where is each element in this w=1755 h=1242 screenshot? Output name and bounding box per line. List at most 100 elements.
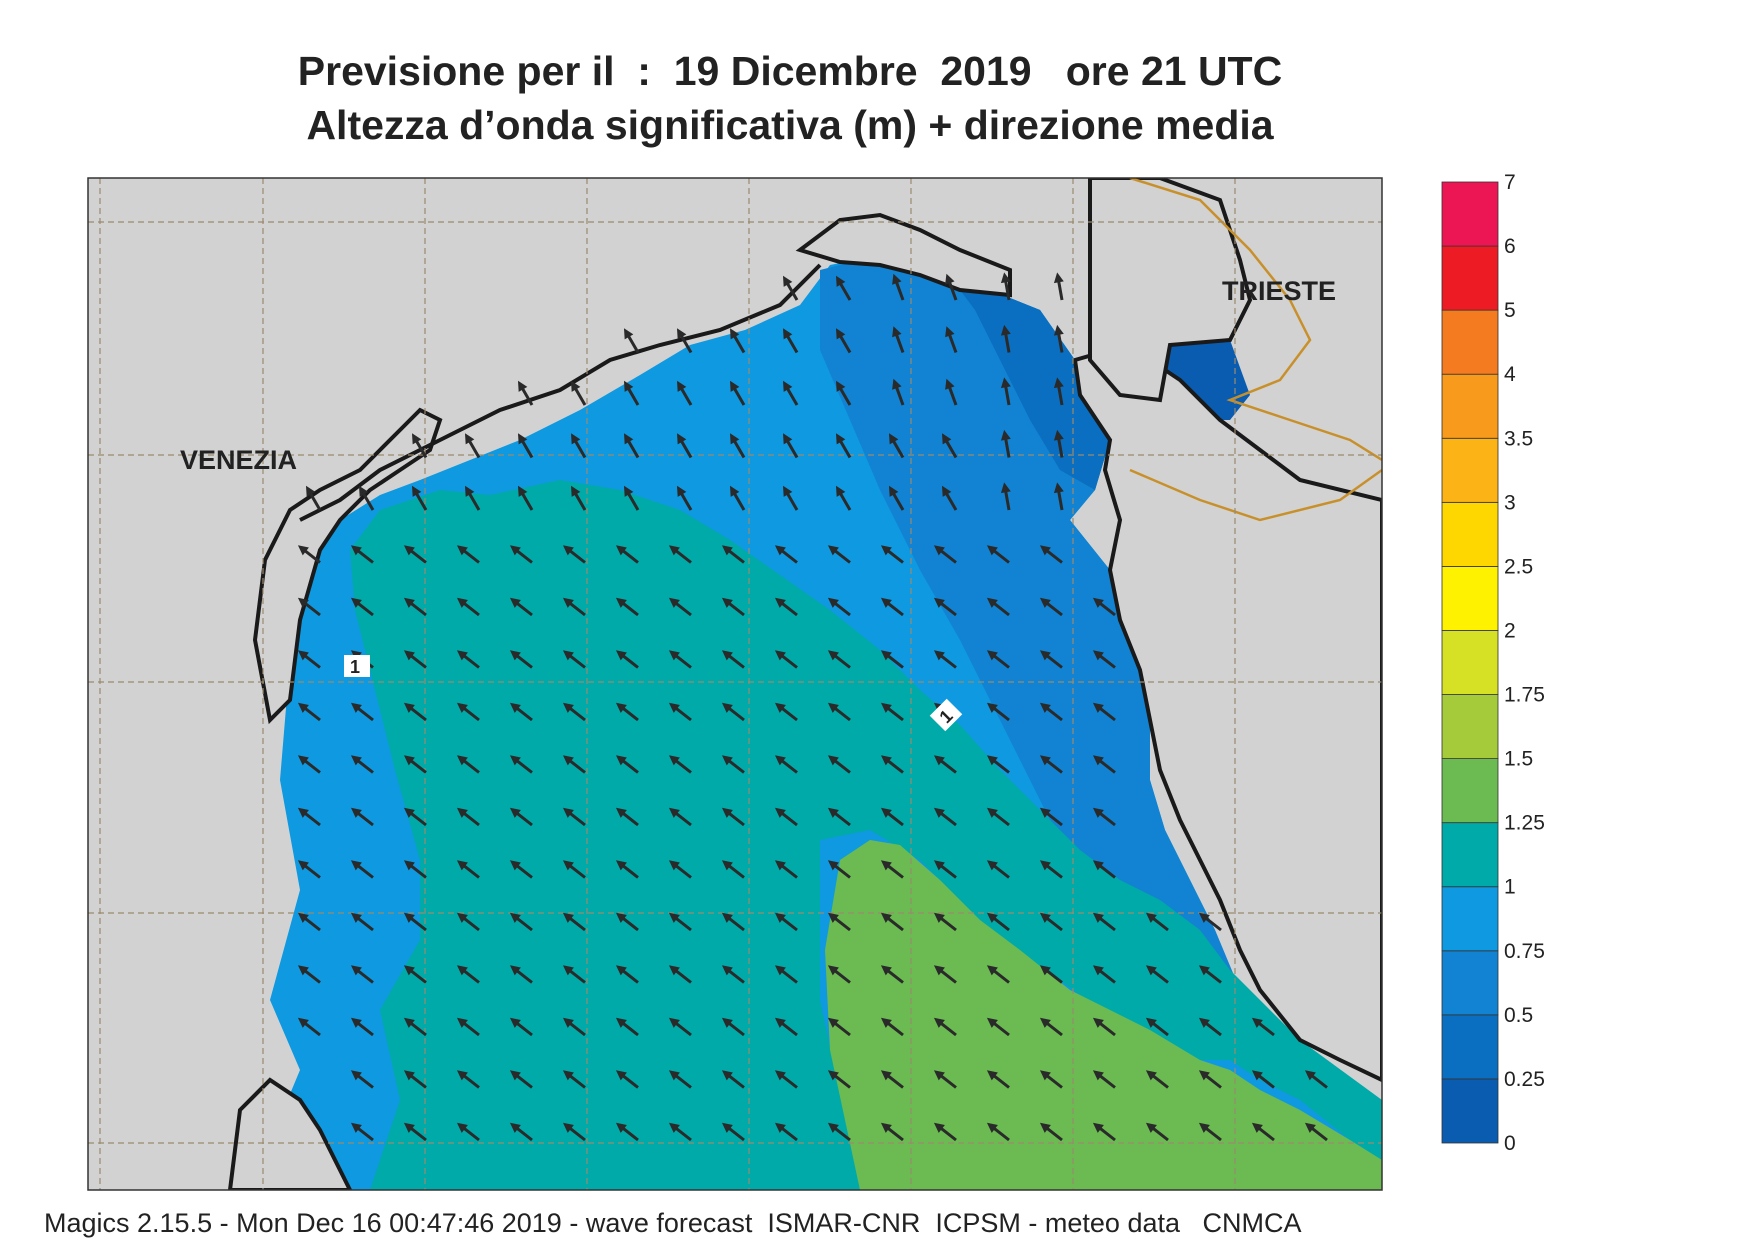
direction-arrow-head bbox=[827, 1122, 839, 1133]
direction-arrow-head bbox=[827, 597, 839, 608]
direction-arrow-head bbox=[562, 650, 574, 661]
direction-arrow-head bbox=[562, 1122, 574, 1133]
city-label-trieste: TRIESTE bbox=[1222, 276, 1336, 306]
direction-arrow-head bbox=[350, 965, 362, 976]
direction-arrow-head bbox=[509, 912, 521, 923]
direction-arrow-head bbox=[1198, 965, 1210, 976]
direction-arrow-head bbox=[1039, 1070, 1051, 1081]
direction-arrow-head bbox=[774, 702, 786, 713]
contour-label-1-east: 1 bbox=[929, 698, 963, 732]
map-title: Previsione per il : 19 Dicembre 2019 ore… bbox=[297, 48, 1283, 94]
direction-arrow-head bbox=[350, 755, 362, 766]
direction-arrow-head bbox=[1092, 807, 1104, 818]
direction-arrow-head bbox=[774, 965, 786, 976]
legend-tick-label: 3.5 bbox=[1504, 427, 1533, 450]
direction-arrow-head bbox=[571, 433, 581, 445]
direction-arrow-head bbox=[403, 650, 415, 661]
direction-arrow-head bbox=[403, 1017, 415, 1028]
direction-arrow-head bbox=[1039, 597, 1051, 608]
direction-arrow-head bbox=[668, 545, 680, 556]
direction-arrow-head bbox=[986, 807, 998, 818]
direction-arrow-head bbox=[465, 433, 475, 445]
direction-arrow-head bbox=[562, 1070, 574, 1081]
direction-arrow-head bbox=[933, 912, 945, 923]
direction-arrow-head bbox=[827, 965, 839, 976]
direction-arrow-head bbox=[880, 702, 892, 713]
direction-arrow-head bbox=[456, 702, 468, 713]
direction-arrow-head bbox=[721, 1017, 733, 1028]
legend-tick-label: 7 bbox=[1504, 171, 1516, 194]
direction-arrow-head bbox=[297, 597, 309, 608]
direction-arrow-head bbox=[677, 328, 687, 340]
direction-arrow-head bbox=[615, 860, 627, 871]
direction-arrow-head bbox=[1092, 597, 1104, 608]
sea-zone-1-1.25 bbox=[350, 480, 1382, 1190]
direction-arrow-head bbox=[1198, 912, 1210, 923]
direction-arrow-head bbox=[942, 433, 952, 445]
direction-arrow-head bbox=[721, 545, 733, 556]
direction-arrow-head bbox=[297, 807, 309, 818]
direction-arrow-head bbox=[721, 702, 733, 713]
direction-arrow-head bbox=[827, 1017, 839, 1028]
direction-arrow-head bbox=[721, 597, 733, 608]
direction-arrow-head bbox=[297, 545, 309, 556]
footer-credits: Magics 2.15.5 - Mon Dec 16 00:47:46 2019… bbox=[44, 1208, 1302, 1238]
direction-arrow-head bbox=[1000, 482, 1011, 494]
direction-arrow-head bbox=[403, 1122, 415, 1133]
direction-arrow-head bbox=[615, 965, 627, 976]
direction-arrow-head bbox=[403, 860, 415, 871]
direction-arrow-head bbox=[615, 597, 627, 608]
direction-arrow-head bbox=[721, 650, 733, 661]
direction-arrow-head bbox=[403, 1070, 415, 1081]
direction-arrow-head bbox=[774, 860, 786, 871]
direction-arrow-head bbox=[350, 1070, 362, 1081]
direction-arrow-head bbox=[509, 597, 521, 608]
legend-swatch bbox=[1441, 630, 1499, 695]
direction-arrow-head bbox=[783, 328, 793, 340]
direction-arrow-head bbox=[892, 326, 902, 338]
direction-arrow-head bbox=[297, 965, 309, 976]
color-legend: 0 0.25 0.5 0.75 1 1.25 1.5 1.75 2 2.5 3 3.5 4 5 6 7 bbox=[1441, 171, 1545, 1155]
direction-arrow-head bbox=[1304, 1070, 1316, 1081]
direction-arrow-head bbox=[297, 650, 309, 661]
direction-arrow-head bbox=[518, 433, 528, 445]
contour-label-1-west: 1 bbox=[344, 655, 370, 677]
direction-arrow-head bbox=[615, 807, 627, 818]
sea-zone-1.25-1.5 bbox=[825, 840, 1382, 1190]
direction-arrow-head bbox=[350, 860, 362, 871]
direction-arrow-head bbox=[986, 545, 998, 556]
legend-tick-label: 0.5 bbox=[1504, 1004, 1533, 1027]
direction-arrow-head bbox=[986, 912, 998, 923]
direction-arrow-head bbox=[986, 755, 998, 766]
direction-arrow-head bbox=[1092, 912, 1104, 923]
direction-arrow-head bbox=[350, 1017, 362, 1028]
wave-direction-arrows bbox=[297, 272, 1328, 1142]
direction-arrow-head bbox=[509, 1070, 521, 1081]
legend-tick-label: 4 bbox=[1504, 363, 1516, 386]
direction-arrow-head bbox=[518, 485, 528, 497]
direction-arrow-head bbox=[942, 485, 952, 497]
po-delta bbox=[227, 1077, 353, 1190]
direction-arrow-head bbox=[668, 912, 680, 923]
direction-arrow-head bbox=[403, 545, 415, 556]
direction-arrow-head bbox=[880, 965, 892, 976]
map-frame bbox=[87, 177, 1383, 1191]
direction-arrow-head bbox=[509, 545, 521, 556]
coastline bbox=[299, 263, 822, 522]
direction-arrow-head bbox=[1039, 912, 1051, 923]
direction-arrow-head bbox=[668, 965, 680, 976]
direction-arrow-head bbox=[509, 755, 521, 766]
direction-arrow-head bbox=[615, 1122, 627, 1133]
direction-arrow-head bbox=[986, 650, 998, 661]
direction-arrow-head bbox=[1053, 272, 1064, 284]
direction-arrow-head bbox=[1251, 1017, 1263, 1028]
direction-arrow-head bbox=[933, 650, 945, 661]
direction-arrow-head bbox=[668, 1122, 680, 1133]
direction-arrow-head bbox=[615, 702, 627, 713]
direction-arrow-head bbox=[721, 807, 733, 818]
direction-arrow-head bbox=[889, 485, 899, 497]
direction-arrow-head bbox=[933, 807, 945, 818]
legend-swatch bbox=[1441, 437, 1499, 503]
direction-arrow-head bbox=[836, 275, 846, 287]
direction-arrow-head bbox=[403, 597, 415, 608]
